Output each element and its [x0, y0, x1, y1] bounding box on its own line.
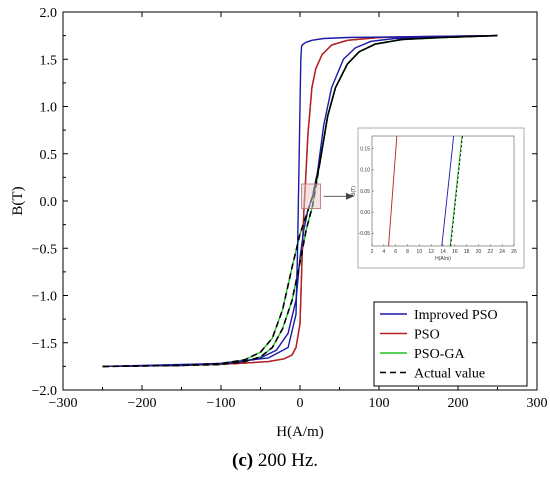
series-line-actual-value-descending: [102, 34, 498, 368]
figure-caption: (c) 200 Hz.: [0, 450, 550, 472]
legend-label-improved-pso: Improved PSO: [414, 308, 498, 323]
legend-label-pso: PSO: [414, 328, 440, 343]
y-tick-label: 0.5: [40, 148, 58, 163]
x-tick-label: −200: [128, 396, 157, 411]
inset-x-tick-label: 12: [428, 249, 434, 255]
legend: Improved PSO PSO PSO-GA Actual value: [373, 301, 528, 387]
inset-y-tick-label: 0.05: [360, 189, 370, 195]
hysteresis-chart: 2 4 6 8 10 12 14 16 18 20 22 24 26-0.050.000.050.100…: [10, 6, 548, 440]
inset-x-tick-label: 16: [452, 249, 458, 255]
x-tick-label: 200: [448, 396, 469, 411]
inset-y-tick-label: 0.00: [360, 210, 370, 216]
y-tick-label: −2.0: [32, 384, 57, 399]
legend-label-actual-value: Actual value: [414, 367, 485, 382]
caption-text: 200 Hz.: [253, 450, 318, 471]
inset-x-tick-label: 24: [499, 249, 505, 255]
inset-line-actual-value: [450, 135, 463, 247]
zoom-indicator: [301, 183, 354, 209]
y-axis-label: B(T): [10, 186, 26, 215]
axis-ticks: −300 −200 −100 0 100 200 300 −2.0 −1.5 −1.0 −0.5 0.…: [32, 6, 548, 411]
inset-x-axis-label: H(A/m): [435, 256, 451, 262]
inset-x-tick-label: 10: [417, 249, 423, 255]
x-tick-label: −100: [207, 396, 236, 411]
inset-y-axis-label: B(T): [351, 186, 357, 196]
inset-y-tick-label: -0.05: [359, 231, 371, 237]
inset-x-tick-label: 26: [511, 249, 517, 255]
y-tick-label: 1.5: [40, 53, 58, 68]
inset-x-tick-label: 18: [464, 249, 470, 255]
inset-line-pso-ga: [449, 135, 463, 247]
caption-label: (c): [232, 450, 254, 471]
inset-x-tick-label: 6: [394, 249, 397, 255]
y-tick-label: 1.0: [40, 101, 58, 116]
y-tick-label: −0.5: [32, 242, 57, 257]
inset-line-improved-pso: [441, 135, 455, 247]
y-tick-label: 2.0: [40, 6, 58, 21]
x-tick-label: −300: [49, 396, 78, 411]
x-axis-label: H(A/m): [276, 424, 324, 440]
x-tick-label: 100: [369, 396, 390, 411]
y-tick-label: −1.0: [32, 290, 57, 305]
legend-box: [373, 301, 528, 387]
inset-y-tick-label: 0.15: [360, 146, 370, 152]
inset-x-tick-label: 22: [488, 249, 494, 255]
inset-line-pso: [388, 135, 398, 247]
series-layer: [102, 34, 498, 368]
inset-y-tick-label: 0.10: [360, 168, 370, 174]
inset-plot: 2 4 6 8 10 12 14 16 18 20 22 24 26-0.050.000.050.100…: [351, 127, 525, 269]
inset-x-tick-label: 4: [382, 249, 385, 255]
inset-panel: [357, 127, 525, 269]
legend-label-pso-ga: PSO-GA: [414, 347, 465, 362]
inset-x-tick-label: 14: [440, 249, 446, 255]
series-line-improved-pso-descending: [102, 34, 498, 368]
inset-x-tick-label: 8: [406, 249, 409, 255]
zoom-arrow-head: [346, 192, 354, 200]
inset-x-tick-label: 20: [476, 249, 482, 255]
y-tick-label: 0.0: [40, 195, 58, 210]
x-tick-label: 0: [297, 396, 304, 411]
zoom-region-box: [301, 183, 321, 209]
inset-x-tick-label: 2: [371, 249, 374, 255]
x-tick-label: 300: [527, 396, 548, 411]
y-tick-label: −1.5: [32, 337, 57, 352]
